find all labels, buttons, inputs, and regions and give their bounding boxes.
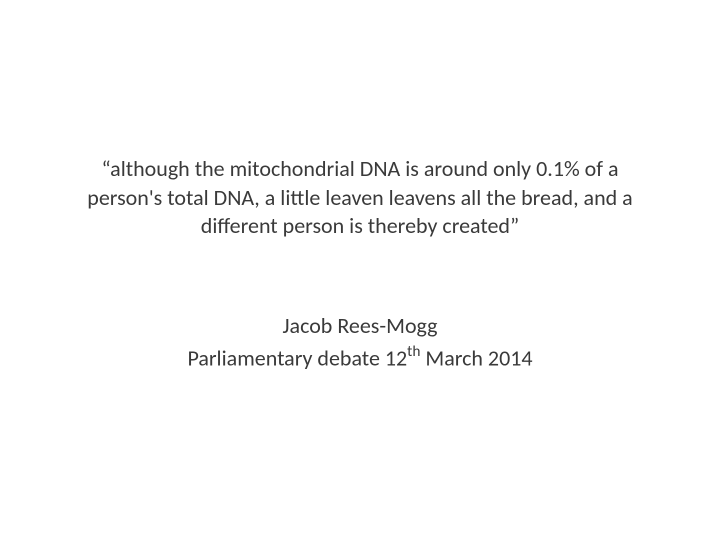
ordinal-suffix: th [407,342,420,361]
slide-body: “although the mitochondrial DNA is aroun… [70,155,650,374]
quote-text: “although the mitochondrial DNA is aroun… [70,155,650,241]
attribution-context: Parliamentary debate 12th March 2014 [70,342,650,374]
attribution-name: Jacob Rees-Mogg [70,311,650,342]
attribution-block: Jacob Rees-Mogg Parliamentary debate 12t… [70,311,650,374]
attribution-prefix: Parliamentary debate 12 [187,344,407,371]
attribution-suffix: March 2014 [420,344,532,371]
